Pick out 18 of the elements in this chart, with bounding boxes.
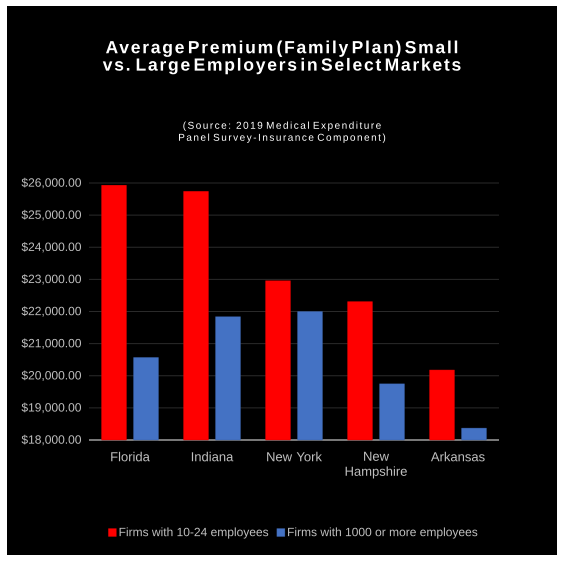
chart-subtitle: (Source: 2019 Medical Expenditure Panel Survey-Insurance Component) bbox=[179, 122, 386, 143]
y-tick-label: $22,000.00 bbox=[22, 306, 81, 317]
x-tick-label: Indiana bbox=[192, 452, 234, 462]
y-tick-label: $24,000.00 bbox=[22, 242, 81, 252]
x-tick-label: New York bbox=[267, 452, 322, 462]
x-tick-label: Florida bbox=[111, 452, 150, 462]
y-tick-label: $25,000.00 bbox=[22, 210, 81, 220]
y-tick-label: $26,000.00 bbox=[22, 178, 81, 188]
x-tick-label: Arkansas bbox=[430, 452, 485, 462]
chart-title: Average Premium (Family Plan) Small vs. Large Employers in Select Markets bbox=[102, 40, 461, 74]
legend-label: Firms with 1000 or more employees bbox=[288, 527, 478, 539]
y-tick-label: $20,000.00 bbox=[22, 370, 81, 381]
y-tick-label: $19,000.00 bbox=[22, 402, 81, 414]
y-tick-label: $18,000.00 bbox=[22, 434, 81, 446]
y-tick-label: $23,000.00 bbox=[22, 274, 81, 285]
legend-label: Firms with 10-24 employees bbox=[120, 527, 268, 539]
y-tick-label: $21,000.00 bbox=[22, 338, 81, 349]
x-tick-label: New Hampshire bbox=[346, 452, 407, 478]
